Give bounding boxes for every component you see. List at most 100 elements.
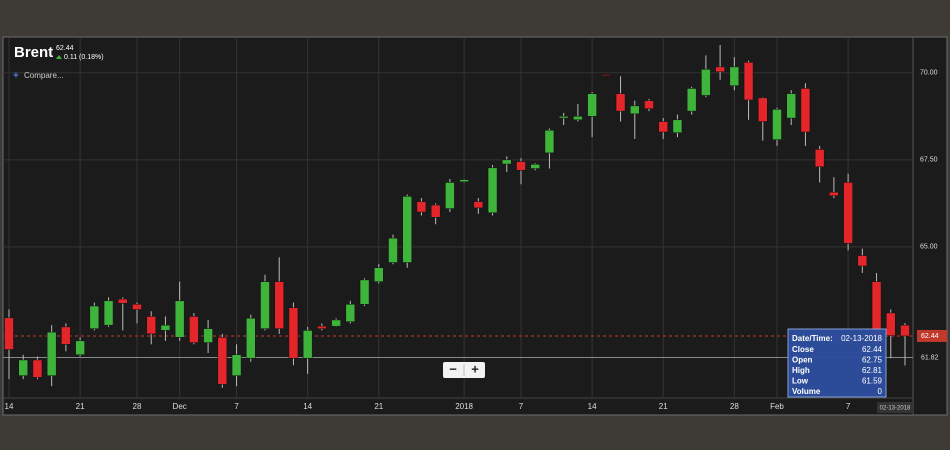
candle-body — [530, 164, 540, 169]
candle-body — [772, 109, 782, 140]
x-tick-label: 2018 — [455, 402, 473, 411]
compare-button[interactable]: Compare... — [24, 71, 64, 80]
candle-body — [217, 337, 228, 385]
candle-body — [260, 281, 270, 329]
crosshair-date-tag — [877, 402, 913, 413]
candle-body — [786, 93, 796, 119]
candle-body — [573, 116, 583, 121]
candle-body — [758, 97, 768, 122]
candles — [4, 44, 910, 388]
candle-body — [160, 324, 171, 331]
tooltip-row-label: Open — [792, 356, 813, 365]
candle-body — [302, 330, 313, 359]
change-arrow — [56, 55, 62, 59]
x-tick-label: Feb — [770, 402, 784, 411]
y-tick-label: 65.00 — [920, 244, 938, 251]
candle-body — [743, 62, 754, 101]
x-tick-label: 21 — [659, 402, 668, 411]
candle-body — [103, 300, 114, 326]
candle-body — [587, 93, 597, 117]
candle-body — [75, 340, 85, 356]
tooltip-row-value: 61.59 — [862, 377, 883, 386]
candle-body — [146, 316, 156, 335]
x-tick-label: 21 — [374, 402, 383, 411]
candle-body — [502, 159, 512, 165]
candle-body — [800, 88, 811, 133]
candle-body — [174, 300, 185, 338]
x-tick-label: 7 — [519, 402, 524, 411]
candle-body — [644, 100, 654, 109]
tooltip-row-value: 62.75 — [862, 356, 883, 365]
candle-body — [189, 316, 199, 343]
candle-body — [857, 255, 868, 267]
x-tick-label: 7 — [846, 402, 851, 411]
candle-body — [416, 201, 427, 213]
change: 0.11 (0.18%) — [64, 54, 104, 61]
candle-body — [900, 324, 910, 337]
overlay: Brent 62.44 0.11 (0.18%) + Compare... − … — [13, 44, 947, 413]
candle-body — [246, 317, 256, 359]
x-tick-label: 14 — [303, 402, 312, 411]
y-tick-label: 70.00 — [920, 70, 938, 77]
candle-body — [132, 304, 142, 310]
candle-body — [430, 204, 441, 218]
x-tick-label: Dec — [173, 402, 187, 411]
candle-body — [388, 237, 398, 263]
candle-body — [317, 325, 327, 329]
candle-body — [374, 267, 384, 282]
candle-body — [231, 354, 242, 376]
candle-body — [701, 69, 711, 96]
candle-body — [345, 304, 356, 322]
x-tick-label: 14 — [588, 402, 597, 411]
candle-body — [886, 312, 896, 336]
tooltip-row-value: 62.81 — [862, 366, 883, 375]
candle-body — [331, 319, 341, 327]
instrument-title: Brent — [14, 44, 53, 61]
candle-body — [473, 201, 484, 209]
candle-body — [32, 359, 43, 378]
candle-body — [843, 182, 853, 244]
candle-body — [715, 66, 725, 73]
compare-icon: + — [13, 71, 19, 82]
y-tick-label: 67.50 — [920, 157, 938, 164]
candle-body — [118, 298, 128, 304]
tooltip-date-label: Date/Time: — [792, 334, 833, 343]
x-tick-label: 28 — [730, 402, 739, 411]
candle-body — [402, 196, 412, 263]
candle-body — [558, 116, 569, 119]
tooltip-row-label: High — [792, 366, 810, 375]
candle-body — [814, 149, 825, 168]
candle-body — [18, 359, 28, 376]
candle-body — [46, 331, 57, 376]
x-tick-label: 14 — [5, 402, 14, 411]
last-price-tag — [917, 329, 947, 342]
candle-body — [516, 161, 526, 171]
tooltip-date: 02-13-2018 — [841, 334, 882, 343]
tooltip-row-value: 62.44 — [862, 345, 883, 354]
tooltip-row-label: Low — [792, 377, 809, 386]
tooltip — [787, 328, 887, 398]
crosshair-date: 02-13-2018 — [880, 406, 911, 412]
candle-body — [203, 328, 213, 343]
x-tick-label: 7 — [234, 402, 239, 411]
zoom-out-button[interactable]: − — [449, 361, 457, 376]
candle-body — [658, 121, 668, 133]
last-price-label: 62.44 — [921, 333, 939, 340]
zoom-in-button[interactable]: + — [471, 361, 479, 376]
candle-body — [630, 105, 640, 115]
x-tick-label: 28 — [133, 402, 142, 411]
candle-body — [445, 182, 455, 209]
candle-body — [61, 326, 71, 345]
tooltip-row-value: 0 — [878, 387, 883, 396]
candle-body — [601, 74, 612, 76]
candle-body — [459, 179, 469, 183]
tooltip-row-label: Close — [792, 345, 814, 354]
candle-body — [829, 191, 839, 196]
candle-body — [615, 93, 626, 112]
candle-body — [672, 119, 683, 133]
candle-body — [89, 305, 100, 329]
price: 62.44 — [56, 45, 74, 52]
candle-body — [4, 317, 14, 350]
